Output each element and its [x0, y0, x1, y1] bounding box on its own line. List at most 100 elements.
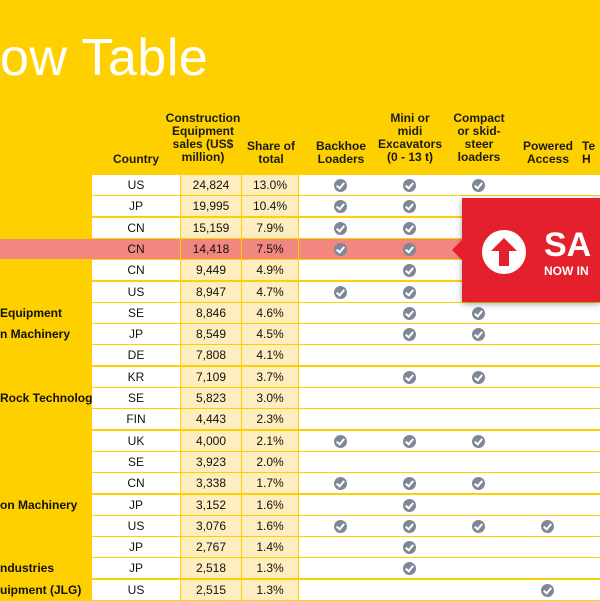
- arrow-up-icon: [482, 230, 526, 274]
- country-cell: SE: [92, 451, 180, 472]
- product-check-cells: [299, 175, 600, 195]
- company-name: [0, 196, 92, 216]
- check-icon: [472, 179, 485, 192]
- share-cell: 1.6%: [242, 515, 298, 536]
- check-icon: [403, 242, 416, 256]
- company-name: [0, 282, 92, 302]
- company-name: [0, 345, 92, 365]
- check-icon: [403, 562, 416, 576]
- sales-cell: 2,767: [181, 537, 241, 558]
- header-country: Country: [113, 152, 159, 166]
- company-name: n Machinery: [0, 327, 71, 342]
- product-check-cells: [299, 388, 600, 408]
- banner-title: SA: [544, 226, 592, 264]
- table-row: n Machinery JP 8,549 4.5%: [0, 324, 600, 345]
- country-cell: CN: [92, 473, 180, 494]
- company-name: [0, 409, 92, 429]
- share-cell: 13.0%: [242, 175, 298, 195]
- product-check-cells: [299, 494, 600, 515]
- country-cell: FIN: [92, 409, 180, 430]
- company-name: on Machinery: [0, 497, 78, 512]
- promo-banner[interactable]: SA NOW IN: [452, 198, 600, 302]
- country-cell: CN: [92, 260, 180, 281]
- product-check-cells: [299, 579, 600, 600]
- product-check-cells: [299, 537, 600, 558]
- check-icon: [403, 328, 416, 342]
- check-icon: [403, 498, 416, 512]
- header-compact: Compact or skid- steer loaders: [453, 111, 505, 164]
- sales-cell: 7,109: [181, 366, 241, 387]
- check-icon: [541, 583, 554, 597]
- check-icon: [403, 285, 416, 299]
- country-cell: US: [92, 281, 180, 302]
- country-cell: CN: [92, 217, 180, 238]
- company-name: [0, 260, 92, 280]
- share-cell: 10.4%: [242, 196, 298, 217]
- table-row: FIN 4,443 2.3%: [0, 409, 600, 430]
- share-cell: 2.1%: [242, 430, 298, 451]
- company-name: [0, 516, 92, 536]
- share-cell: 1.3%: [242, 579, 298, 600]
- product-check-cells: [299, 409, 600, 430]
- check-icon: [334, 179, 347, 192]
- sales-cell: 2,518: [181, 558, 241, 579]
- sales-cell: 8,846: [181, 302, 241, 323]
- sales-cell: 4,443: [181, 409, 241, 430]
- share-cell: 2.3%: [242, 409, 298, 430]
- header-backhoe: Backhoe Loaders: [315, 139, 367, 166]
- check-icon: [403, 221, 416, 235]
- product-check-cells: [299, 345, 600, 366]
- product-check-cells: [299, 473, 600, 494]
- table-row: US 24,824 13.0%: [0, 175, 600, 196]
- company-name: [0, 473, 92, 493]
- company-name: [0, 452, 92, 472]
- header-mini: Mini or midi Excavators (0 - 13 t): [377, 111, 443, 164]
- sales-cell: 14,418: [181, 238, 241, 259]
- product-check-cells: [299, 366, 600, 387]
- share-cell: 4.9%: [242, 260, 298, 281]
- table-row: DE 7,808 4.1%: [0, 345, 600, 366]
- check-icon: [403, 200, 416, 214]
- check-icon: [334, 242, 347, 256]
- share-cell: 7.5%: [242, 238, 298, 259]
- sales-cell: 8,549: [181, 324, 241, 345]
- table-row: on Machinery JP 3,152 1.6%: [0, 494, 600, 516]
- sales-cell: 3,923: [181, 451, 241, 472]
- country-cell: DE: [92, 345, 180, 366]
- check-icon: [403, 370, 416, 384]
- country-cell: CN: [92, 238, 180, 259]
- company-name: [0, 218, 92, 238]
- company-name: [0, 431, 92, 451]
- country-cell: JP: [92, 537, 180, 558]
- country-cell: US: [92, 515, 180, 536]
- check-icon: [403, 541, 416, 555]
- check-icon: [334, 221, 347, 235]
- sales-cell: 8,947: [181, 281, 241, 302]
- country-cell: JP: [92, 558, 180, 579]
- country-cell: KR: [92, 366, 180, 387]
- share-cell: 4.5%: [242, 324, 298, 345]
- product-check-cells: [299, 451, 600, 472]
- company-name: [0, 537, 92, 557]
- check-icon: [334, 519, 347, 533]
- check-icon: [472, 434, 485, 448]
- check-icon: [334, 434, 347, 448]
- share-cell: 4.7%: [242, 281, 298, 302]
- company-name: [0, 175, 92, 195]
- product-check-cells: [299, 324, 600, 345]
- check-icon: [403, 519, 416, 533]
- table-row: CN 3,338 1.7%: [0, 473, 600, 494]
- sales-cell: 4,000: [181, 430, 241, 451]
- sales-cell: 9,449: [181, 260, 241, 281]
- table-row: Rock Technology SE 5,823 3.0%: [0, 388, 600, 409]
- company-name: [0, 238, 92, 259]
- table-row: US 3,076 1.6%: [0, 515, 600, 537]
- share-cell: 4.6%: [242, 302, 298, 323]
- share-cell: 1.4%: [242, 537, 298, 558]
- check-icon: [403, 477, 416, 491]
- check-icon: [472, 477, 485, 491]
- sales-cell: 5,823: [181, 388, 241, 408]
- table-row: SE 3,923 2.0%: [0, 451, 600, 473]
- header-sales: Construction Equipment sales (US$ millio…: [165, 111, 241, 164]
- check-icon: [472, 519, 485, 533]
